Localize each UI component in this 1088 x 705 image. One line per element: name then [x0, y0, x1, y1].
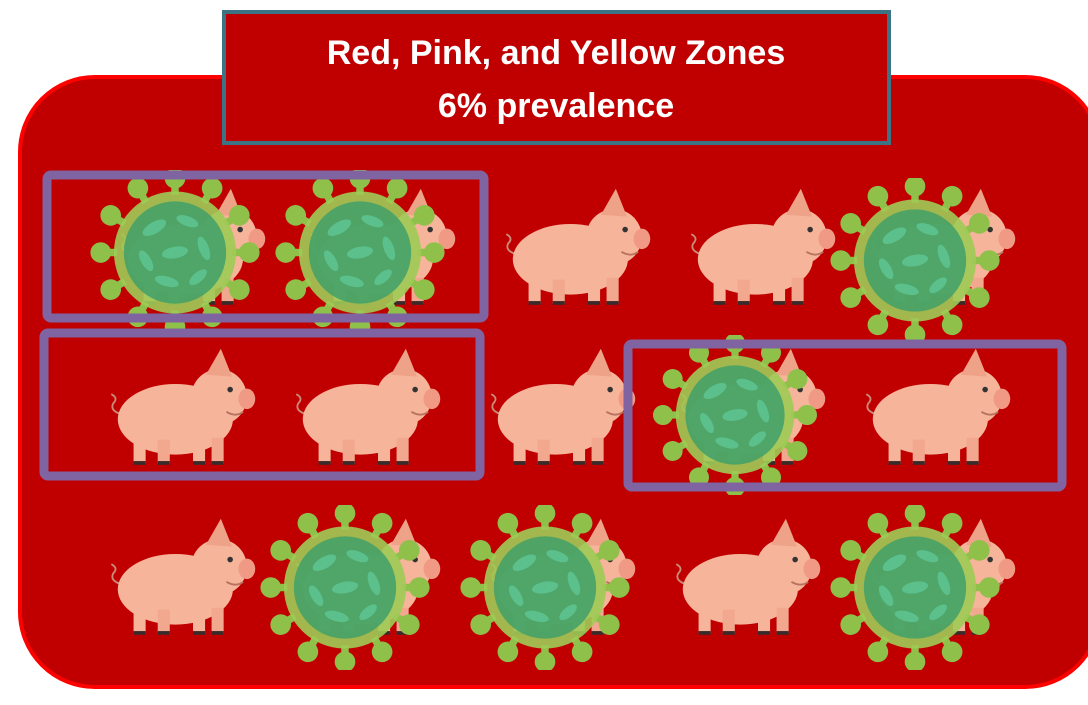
- pen-box: [42, 170, 489, 323]
- pen-box: [623, 339, 1067, 492]
- title-line: 6% prevalence: [438, 87, 674, 125]
- title-box: [222, 10, 891, 145]
- title-line: Red, Pink, and Yellow Zones: [327, 34, 786, 72]
- pen-box: [39, 328, 485, 481]
